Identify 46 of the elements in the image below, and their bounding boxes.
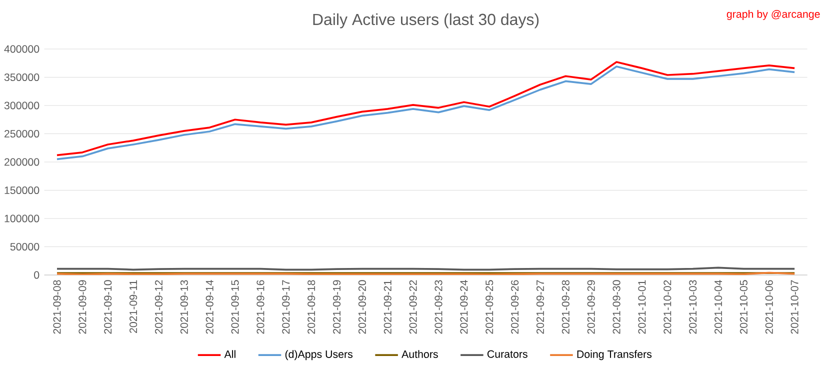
x-tick-label: 2021-09-29 (587, 280, 595, 334)
x-tick-label: 2021-09-18 (308, 280, 316, 334)
x-tick-label: 2021-09-19 (332, 280, 341, 334)
x-tick-label: 2021-09-12 (154, 280, 163, 334)
legend-label: All (224, 350, 236, 358)
x-tick-label: 2021-09-13 (180, 280, 188, 334)
x-tick-label: 2021-09-23 (434, 280, 442, 334)
y-tick-label: 150000 (4, 186, 40, 194)
legend-label: (d)Apps Users (285, 350, 353, 360)
legend-label: Authors (402, 350, 438, 358)
y-tick-label: 0 (34, 271, 40, 279)
x-tick-label: 2021-09-25 (486, 280, 494, 334)
x-tick-label: 2021-09-10 (104, 280, 112, 334)
text: graph by @arcange (726, 10, 820, 20)
x-tick-label: 2021-09-20 (358, 280, 366, 334)
x-tick-label: 2021-09-22 (409, 280, 417, 334)
y-tick-label: 100000 (4, 214, 40, 222)
y-tick-label: 50000 (10, 242, 40, 251)
legend-label: Curators (487, 350, 528, 358)
x-tick-label: 2021-09-27 (536, 280, 544, 334)
x-tick-label: 2021-10-04 (714, 280, 722, 334)
y-tick-label: 300000 (4, 102, 40, 110)
x-tick-label: 2021-10-02 (664, 280, 672, 334)
x-tick-label: 2021-09-14 (206, 280, 214, 334)
x-tick-label: 2021-09-11 (130, 280, 138, 333)
x-tick-label: 2021-09-24 (460, 280, 468, 334)
x-tick-label: 2021-10-07 (790, 280, 798, 334)
y-tick-label: 350000 (4, 73, 40, 82)
x-tick-label: 2021-09-15 (231, 280, 239, 334)
x-tick-label: 2021-10-06 (765, 280, 773, 334)
x-tick-label: 2021-09-28 (562, 280, 570, 334)
x-tick-label: 2021-09-30 (612, 280, 620, 334)
x-tick-label: 2021-09-26 (511, 280, 519, 334)
x-tick-label: 2021-09-09 (78, 280, 86, 334)
x-tick-label: 2021-10-05 (740, 280, 748, 334)
chart-title: Daily Active users (last 30 days) (313, 13, 539, 28)
x-tick-label: 2021-10-01 (638, 280, 646, 334)
y-tick-label: 250000 (4, 130, 40, 138)
legend-label: Doing Transfers (577, 350, 652, 360)
x-tick-label: 2021-09-08 (53, 280, 61, 334)
x-tick-label: 2021-09-21 (384, 280, 392, 334)
x-tick-label: 2021-10-03 (689, 280, 697, 334)
y-tick-label: 400000 (4, 45, 40, 53)
x-tick-label: 2021-09-17 (282, 280, 290, 334)
x-tick-label: 2021-09-16 (256, 280, 264, 334)
y-tick-label: 200000 (4, 158, 40, 166)
